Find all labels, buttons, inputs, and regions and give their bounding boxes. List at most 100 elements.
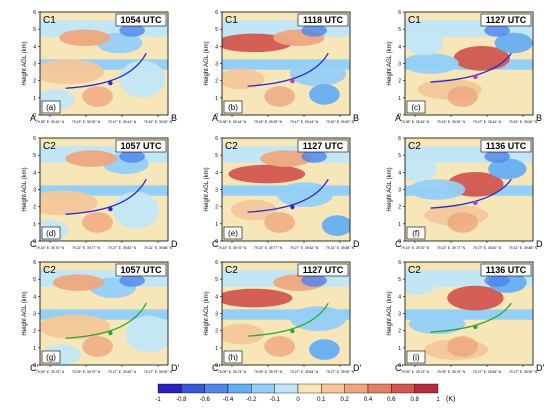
colorbar-tick-label: 0.4 xyxy=(364,397,373,403)
anomaly-region xyxy=(40,314,111,340)
y-tick-label: 1 xyxy=(398,222,401,228)
panel-letter: (c) xyxy=(411,103,421,112)
anomaly-region xyxy=(301,24,327,37)
anomaly-region xyxy=(82,336,113,357)
anomaly-region xyxy=(264,86,295,107)
x-tick-label: 79.43° E, 39.39° N xyxy=(72,120,101,124)
trajectory-marker xyxy=(290,328,295,334)
anomaly-region xyxy=(494,32,533,54)
x-tick-label: 79.27° E, 39.84° N xyxy=(473,370,502,374)
mid-band xyxy=(405,309,533,320)
y-tick-label: 4 xyxy=(398,170,401,176)
panel-letter: (b) xyxy=(228,103,238,112)
y-tick-label: 0 xyxy=(215,113,218,119)
y-tick-label: 1 xyxy=(33,346,36,352)
colorbar-tick-label: -0.4 xyxy=(223,397,234,403)
colorbar-swatch xyxy=(181,383,205,394)
y-tick-label: 0 xyxy=(398,113,401,119)
anomaly-region xyxy=(405,53,459,74)
cell-label: C2 xyxy=(43,141,56,152)
anomaly-region xyxy=(112,191,160,229)
x-tick-label: 79.27° E, 39.82° N xyxy=(290,246,319,250)
trajectory-line xyxy=(430,302,512,333)
y-tick-label: 1 xyxy=(398,96,401,102)
x-tick-label: 79.27° E, 39.84° N xyxy=(290,370,319,374)
y-tick-label: 3 xyxy=(398,188,401,194)
anomaly-region xyxy=(228,164,306,184)
mid-band xyxy=(222,309,350,320)
trajectory-line xyxy=(430,52,512,83)
letter-box xyxy=(41,350,61,364)
x-tick-label: 79.52° E, 39.50° N xyxy=(144,120,173,124)
x-tick-label: 79.09° E, 39.73° N xyxy=(36,370,65,374)
panel-letter: (g) xyxy=(46,353,56,362)
letter-box xyxy=(406,226,426,240)
y-tick-label: 6 xyxy=(33,260,36,266)
y-axis-label: Height AGL (km) xyxy=(204,291,210,335)
y-tick-label: 3 xyxy=(33,62,36,68)
trajectory-line xyxy=(430,178,512,209)
anomaly-region xyxy=(309,339,340,360)
y-tick-label: 5 xyxy=(33,27,36,33)
colorbar-tick-label: -0.1 xyxy=(269,397,280,403)
y-tick-label: 3 xyxy=(215,62,218,68)
section-start-label: C' xyxy=(395,363,403,373)
colorbar-tick-label: -0.6 xyxy=(199,397,210,403)
y-tick-label: 2 xyxy=(33,79,36,85)
time-label: 1127 UTC xyxy=(486,15,527,25)
time-label: 1057 UTC xyxy=(120,141,162,151)
anomaly-region xyxy=(301,274,327,287)
letter-box xyxy=(406,350,426,364)
y-tick-label: 2 xyxy=(215,79,218,85)
time-box xyxy=(480,263,532,277)
anomaly-region xyxy=(405,30,444,56)
colorbar-swatch xyxy=(251,383,275,394)
y-tick-label: 6 xyxy=(215,136,218,142)
colorbar-tick-label: -1 xyxy=(155,397,161,403)
anomaly-region xyxy=(119,274,145,287)
time-box xyxy=(480,139,532,153)
y-tick-label: 0 xyxy=(33,239,36,245)
y-tick-label: 2 xyxy=(398,79,401,85)
cell-label: C1 xyxy=(225,15,238,26)
y-tick-label: 5 xyxy=(33,153,36,159)
y-tick-label: 1 xyxy=(398,346,401,352)
colorbar-tick-label: -0.2 xyxy=(246,397,257,403)
anomaly-region xyxy=(289,61,347,87)
y-tick-label: 3 xyxy=(215,312,218,318)
section-end-label: B xyxy=(536,113,542,123)
x-tick-label: 79.52° E, 39.50° N xyxy=(509,120,538,124)
cell-label: C2 xyxy=(225,141,238,152)
colorbar-tick-label: 0.1 xyxy=(317,397,326,403)
y-tick-label: 3 xyxy=(398,312,401,318)
anomaly-region xyxy=(405,270,437,295)
x-tick-label: 79.27° E, 39.90° N xyxy=(326,370,355,374)
y-tick-label: 4 xyxy=(215,294,218,300)
colorbar-unit: (K) xyxy=(446,396,455,403)
anomaly-field xyxy=(40,262,168,365)
y-tick-label: 3 xyxy=(33,312,36,318)
section-end-label: D' xyxy=(171,363,179,373)
x-tick-label: 79.27° E, 39.90° N xyxy=(144,370,173,374)
anomaly-region xyxy=(82,212,113,233)
anomaly-region xyxy=(264,212,295,233)
y-tick-label: 0 xyxy=(33,363,36,369)
y-tick-label: 0 xyxy=(33,113,36,119)
y-tick-label: 4 xyxy=(33,294,36,300)
x-tick-label: 79.47° E, 39.44° N xyxy=(473,120,502,124)
x-tick-label: 79.31° E, 39.88° N xyxy=(509,246,538,250)
anomaly-region xyxy=(484,150,510,163)
section-end-label: D' xyxy=(536,363,544,373)
anomaly-region xyxy=(222,288,293,308)
x-tick-label: 79.22° E, 39.77° N xyxy=(254,246,283,250)
cell-label: C1 xyxy=(408,15,421,26)
y-tick-label: 2 xyxy=(33,329,36,335)
anomaly-field xyxy=(222,138,350,241)
cell-label: C2 xyxy=(225,265,238,276)
x-tick-label: 79.52° E, 39.50° N xyxy=(326,120,355,124)
letter-box xyxy=(223,350,243,364)
x-tick-label: 79.38° E, 39.34° N xyxy=(218,120,247,124)
colorbar-tick-label: -0.8 xyxy=(176,397,187,403)
y-tick-label: 6 xyxy=(33,10,36,16)
